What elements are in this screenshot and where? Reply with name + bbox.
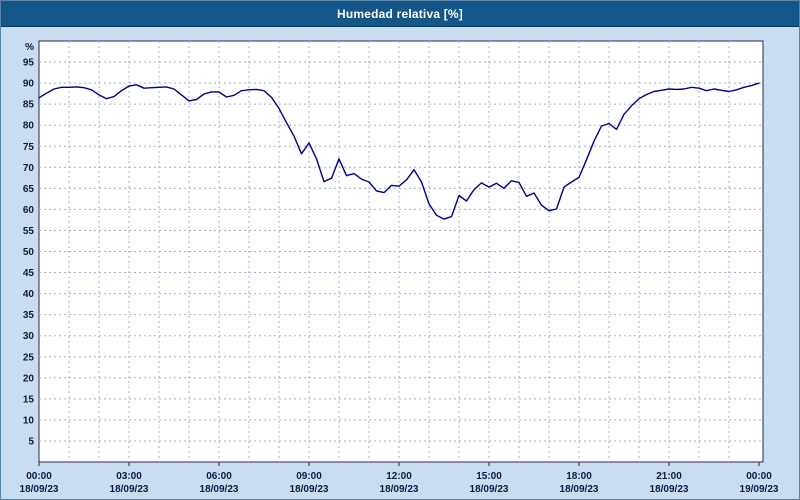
y-tick-label: 15 [23,394,35,405]
y-tick-label: 55 [23,226,35,237]
y-tick-label: 95 [23,58,35,69]
y-tick-label: 40 [23,289,35,300]
y-tick-label: 80 [23,121,35,132]
x-tick-date-label: 18/09/23 [110,484,149,495]
y-tick-label: 30 [23,331,35,342]
x-tick-time-label: 06:00 [206,471,232,482]
y-tick-label: 90 [23,79,35,90]
chart-title: Humedad relativa [%] [336,6,464,21]
x-tick-date-label: 18/09/23 [380,484,419,495]
y-axis-unit-label: % [25,42,34,53]
y-tick-label: 60 [23,205,35,216]
x-tick-time-label: 21:00 [656,471,682,482]
x-tick-date-label: 18/09/23 [200,484,239,495]
x-tick-time-label: 09:00 [296,471,322,482]
y-tick-label: 5 [28,436,34,447]
x-tick-time-label: 00:00 [26,471,52,482]
x-tick-date-label: 18/09/23 [470,484,509,495]
x-tick-time-label: 18:00 [566,471,592,482]
y-tick-label: 20 [23,373,35,384]
y-tick-label: 45 [23,268,35,279]
humidity-series-line [38,82,760,220]
y-tick-label: 85 [23,100,35,111]
chart-area: 5 10 15 20 25 30 35 40 45 50 55 60 65 70 75 80 85 90 95% 00… [1,27,799,499]
x-tick-time-label: 15:00 [476,471,502,482]
x-tick-date-label: 18/09/23 [290,484,329,495]
y-tick-label: 25 [23,352,35,363]
y-tick-label: 75 [23,142,35,153]
title-bar: Humedad relativa [%] [1,1,799,27]
y-tick-label: 35 [23,310,35,321]
y-tick-label: 10 [23,415,35,426]
y-tick-label: 70 [23,163,35,174]
x-tick-date-label: 18/09/23 [20,484,59,495]
x-tick-date-label: 18/09/23 [560,484,599,495]
x-tick-time-label: 12:00 [386,471,412,482]
x-tick-time-label: 03:00 [116,471,142,482]
x-tick-time-label: 00:00 [746,471,772,482]
x-tick-date-label: 18/09/23 [650,484,689,495]
y-tick-label: 65 [23,184,35,195]
y-tick-label: 50 [23,247,35,258]
x-tick-date-label: 19/09/23 [740,484,779,495]
humidity-line-chart: 5 10 15 20 25 30 35 40 45 50 55 60 65 70 75 80 85 90 95% 00… [20,40,779,495]
